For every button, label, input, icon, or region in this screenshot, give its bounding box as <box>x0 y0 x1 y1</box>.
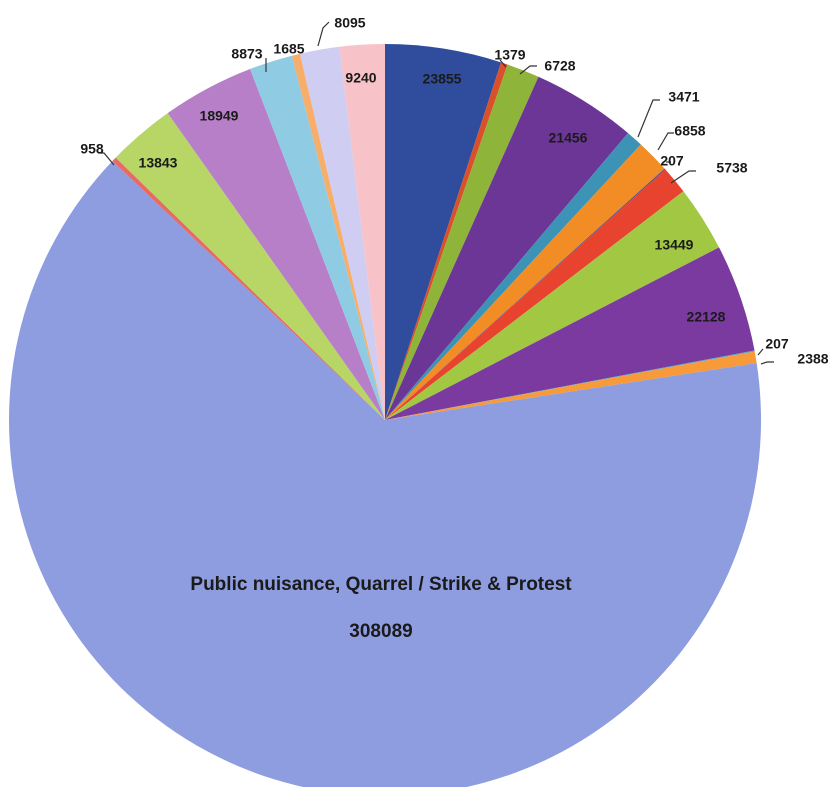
pie-slice <box>112 157 386 420</box>
pie-slice <box>385 133 641 420</box>
pie-slice <box>385 351 757 420</box>
leader-line <box>98 152 115 166</box>
slice-value-label: 958 <box>80 141 104 157</box>
leader-line <box>637 99 660 138</box>
slice-value-label: 207 <box>765 336 789 352</box>
leader-lines <box>98 21 774 365</box>
leader-line <box>499 59 507 68</box>
pie-slice <box>385 62 508 421</box>
slice-value-label: 6728 <box>544 58 575 74</box>
slice-value-label: 22128 <box>687 309 726 325</box>
leader-line <box>317 21 330 47</box>
leader-line <box>760 361 774 365</box>
pie-slice <box>115 113 385 420</box>
pie-slice <box>9 161 761 787</box>
slice-value-label: 1379 <box>494 47 525 63</box>
pie-slice <box>385 169 684 420</box>
slice-value-label: 13843 <box>139 155 178 171</box>
slice-value-label: 18949 <box>200 108 239 124</box>
pie-slice <box>385 247 755 420</box>
slice-value-label: 8095 <box>334 15 365 31</box>
pie-slice <box>299 46 385 421</box>
slice-value-label: 3471 <box>668 89 699 105</box>
main-slice-value-label: 308089 <box>349 621 412 642</box>
pie-slice <box>167 69 385 420</box>
slice-value-label: 2388 <box>797 351 828 367</box>
pie-slice <box>385 191 720 420</box>
slice-value-label: 9240 <box>345 70 376 86</box>
slice-value-label: 207 <box>660 153 684 169</box>
pie-slices <box>9 43 761 787</box>
slice-value-label: 8873 <box>231 46 262 62</box>
leader-line <box>519 65 537 75</box>
leader-line <box>757 348 764 356</box>
pie-slice <box>385 168 666 420</box>
pie-slice <box>385 350 755 420</box>
pie-slice <box>385 76 629 420</box>
leader-line <box>670 170 696 184</box>
slice-value-label: 5738 <box>716 160 747 176</box>
slice-value-label: 1685 <box>273 41 304 57</box>
pie-slice <box>385 64 539 420</box>
slice-value-label: 13449 <box>655 237 694 253</box>
pie-slice <box>339 43 385 420</box>
pie-slice <box>385 144 665 421</box>
main-slice-name-label: Public nuisance, Quarrel / Strike & Prot… <box>190 574 572 595</box>
pie-slice <box>385 44 502 420</box>
pie-slice <box>250 55 385 421</box>
slice-value-label: 6858 <box>674 123 705 139</box>
pie-slice <box>291 53 385 421</box>
leader-line <box>657 132 674 151</box>
slice-labels: 23855 1379 6728 21456 3471 6858 207 5738 13449 22… <box>80 15 828 367</box>
slice-value-label: 21456 <box>549 130 588 146</box>
slice-value-label: 23855 <box>423 71 462 87</box>
